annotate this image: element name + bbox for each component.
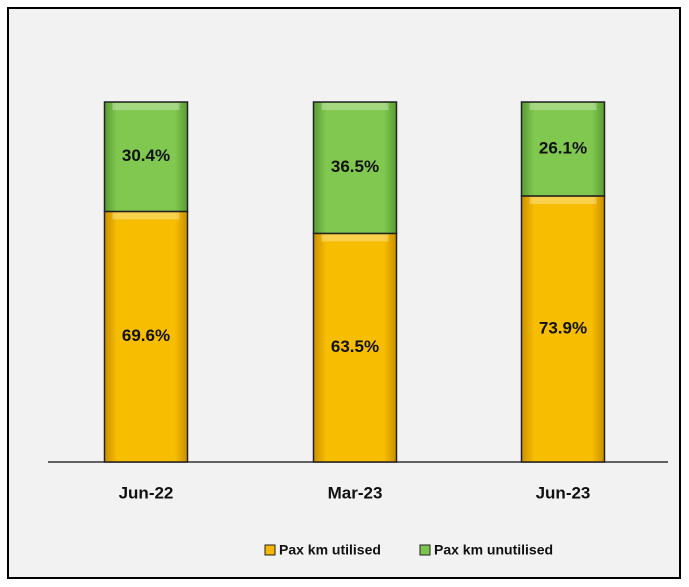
x-tick-label: Jun-22 <box>119 483 174 502</box>
bar-bevel <box>112 103 180 110</box>
data-label: 30.4% <box>122 146 170 165</box>
bar-bevel <box>112 212 180 220</box>
bar-bevel <box>529 196 597 204</box>
bar-segment <box>103 101 189 213</box>
data-label: 63.5% <box>331 337 379 356</box>
data-label: 26.1% <box>539 138 587 157</box>
data-label: 36.5% <box>331 157 379 176</box>
bar-bevel <box>529 103 597 110</box>
bar-segment <box>312 232 398 463</box>
legend-label: Pax km unutilised <box>434 542 553 558</box>
x-tick-label: Jun-23 <box>536 483 591 502</box>
data-label: 69.6% <box>122 326 170 345</box>
bar-segment <box>520 195 606 463</box>
bar-segment <box>312 101 398 235</box>
bar-segment <box>103 210 189 463</box>
bar-segment <box>520 101 606 197</box>
legend-label: Pax km utilised <box>279 542 381 558</box>
x-tick-label: Mar-23 <box>328 483 383 502</box>
bar-bevel <box>321 103 389 110</box>
bar-bevel <box>321 234 389 242</box>
data-label: 73.9% <box>539 318 587 337</box>
legend-swatch <box>264 544 276 556</box>
legend-swatch <box>419 544 431 556</box>
